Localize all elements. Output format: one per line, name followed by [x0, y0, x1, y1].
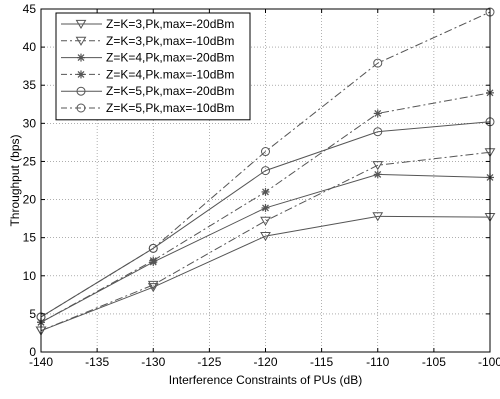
star-stroke — [262, 204, 269, 212]
y-tick-label: 5 — [29, 307, 36, 321]
x-tick-label: -115 — [310, 355, 333, 369]
legend-label: Z=K=3,Pk,max=-20dBm — [106, 17, 234, 31]
data-point — [147, 280, 159, 290]
data-point — [260, 232, 271, 242]
y-tick-label: 15 — [23, 231, 37, 245]
legend-entry: Z=K=4,Pk.max=-10dBm — [61, 67, 234, 81]
legend-marker — [75, 36, 87, 46]
data-point — [373, 58, 383, 68]
y-tick-label: 10 — [23, 269, 37, 283]
data-point — [373, 109, 382, 118]
legend-label: Z=K=5,Pk,max=-20dBm — [106, 84, 234, 98]
series-line — [40, 11, 491, 318]
y-tick-label: 25 — [23, 154, 37, 168]
x-tick-label: -140 — [29, 355, 53, 369]
data-point — [373, 170, 382, 179]
y-axis-label: Throughput (bps) — [8, 134, 22, 226]
legend-marker — [76, 103, 86, 113]
data-point — [261, 147, 270, 157]
x-tick-label: -120 — [253, 355, 277, 369]
legend-marker — [77, 70, 85, 79]
data-point — [372, 161, 384, 171]
y-tick-label: 40 — [23, 40, 37, 54]
data-point — [149, 256, 158, 265]
y-tick-label: 20 — [23, 193, 37, 207]
star-stroke — [77, 70, 85, 78]
legend-label: Z=K=5,Pk,max=-10dBm — [106, 101, 234, 115]
legend-entry: Z=K=3,Pk,max=-20dBm — [61, 17, 234, 31]
data-point — [261, 203, 270, 212]
star-stroke — [374, 110, 382, 117]
x-axis-label: Interference Constraints of PUs (dB) — [169, 373, 362, 387]
x-tick-label: -110 — [366, 355, 389, 369]
legend-entry: Z=K=3,Pk,max=-10dBm — [61, 34, 234, 48]
data-point — [147, 283, 159, 293]
legend: Z=K=3,Pk,max=-20dBm Z=K=3,Pk,max=-10dBm Z=… — [55, 12, 251, 121]
legend-label: Z=K=3,Pk,max=-10dBm — [106, 34, 234, 48]
legend-marker — [75, 19, 87, 30]
x-tick-label: -125 — [197, 355, 221, 369]
legend-box — [55, 12, 251, 121]
data-point — [261, 166, 270, 176]
legend-label: Z=K=4,Pk.max=-10dBm — [106, 67, 234, 81]
legend-entry: Z=K=5,Pk,max=-20dBm — [61, 84, 234, 98]
legend-marker — [76, 86, 86, 96]
data-point — [148, 243, 158, 253]
x-tick-label: -135 — [85, 355, 109, 369]
y-tick-label: 30 — [23, 116, 37, 130]
axes-layer: -140 -135 -130 -125 -120 -115 -110 -105 -100 0 5 10… — [23, 2, 500, 369]
y-tick-label: 35 — [23, 78, 37, 92]
x-tick-label: -130 — [141, 355, 165, 369]
y-tick-label: 45 — [23, 2, 37, 16]
star-stroke — [374, 170, 382, 178]
data-point — [261, 187, 270, 196]
y-tick-label: 0 — [29, 345, 36, 359]
legend-entry: Z=K=5,Pk,max=-10dBm — [61, 101, 234, 115]
series-line — [40, 151, 491, 332]
data-point — [260, 216, 271, 226]
x-tick-label: -100 — [478, 355, 500, 369]
legend-marker — [77, 53, 85, 62]
data-point — [373, 127, 383, 137]
series-line — [40, 215, 491, 332]
legend-label: Z=K=4,Pk,max=-20dBm — [106, 51, 234, 65]
legend-entry: Z=K=4,Pk,max=-20dBm — [61, 51, 234, 65]
data-point — [372, 212, 384, 222]
star-stroke — [262, 188, 269, 196]
star-stroke — [77, 54, 85, 62]
star-stroke — [149, 257, 157, 264]
x-tick-label: -105 — [422, 355, 446, 369]
